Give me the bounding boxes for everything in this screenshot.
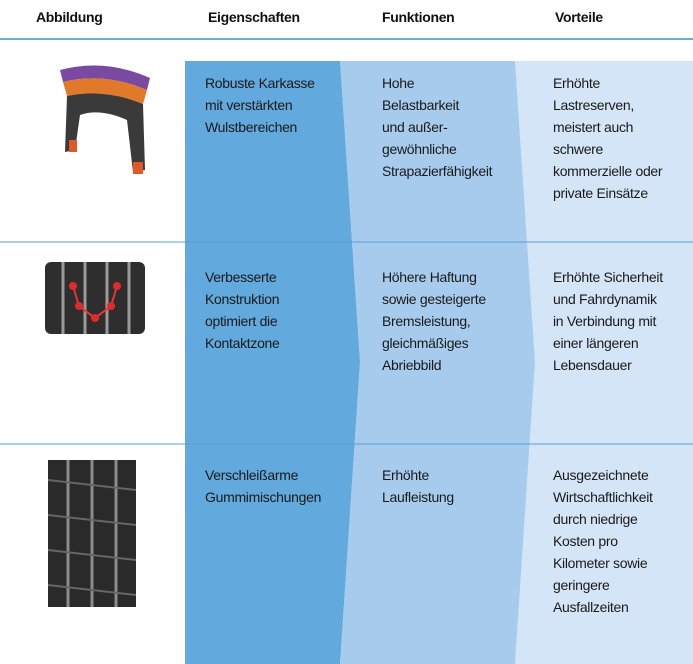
cell-line: Kontaktzone [205, 335, 280, 351]
table-cell: Hohe Belastbarkeit und außer-gewöhnliche St… [382, 72, 493, 182]
cell-line: gewöhnliche [382, 141, 457, 157]
cell-line: Erhöhte [553, 75, 600, 91]
cell-line: und außer- [382, 119, 448, 135]
cell-line: private Einsätze [553, 185, 648, 201]
cell-line: einer längeren [553, 335, 639, 351]
table-cell: Robuste Karkasse mit verstärkten Wulstbere… [205, 72, 315, 138]
cell-line: Strapazierfähigkeit [382, 163, 493, 179]
cell-line: Höhere Haftung [382, 269, 477, 285]
cell-line: Gummimischungen [205, 489, 322, 505]
cell-line: Lebensdauer [553, 357, 632, 373]
cell-line: Wirtschaftlichkeit [553, 489, 653, 505]
table-cell: Erhöhte Lastreserven, meistert auch schwere… [553, 72, 663, 204]
cell-line: gleichmäßiges [382, 335, 469, 351]
cell-line: Erhöhte Sicherheit [553, 269, 663, 285]
cell-line: und Fahrdynamik [553, 291, 657, 307]
cell-line: Laufleistung [382, 489, 454, 505]
cell-line: Bremsleistung, [382, 313, 471, 329]
table-cell: Ausgezeichnete Wirtschaftlichkeit durch ni… [553, 464, 653, 618]
table-cell: Erhöhte Sicherheit und Fahrdynamik in Verb… [553, 266, 663, 376]
cell-line: schwere [553, 141, 604, 157]
cell-line: in Verbindung mit [553, 313, 657, 329]
cell-line: meistert auch [553, 119, 634, 135]
cell-line: Abriebbild [382, 357, 442, 373]
header-cell: Funktionen [382, 9, 455, 25]
cell-line: Erhöhte [382, 467, 429, 483]
cell-line: kommerzielle oder [553, 163, 663, 179]
cell-line: Wulstbereichen [205, 119, 298, 135]
cell-line: Kosten pro [553, 533, 618, 549]
header-cell: Abbildung [36, 9, 103, 25]
cell-line: Ausgezeichnete [553, 467, 649, 483]
cell-line: mit verstärkten [205, 97, 293, 113]
cell-line: Kilometer sowie [553, 555, 648, 571]
table-cell: Verbesserte Konstruktion optimiert die Kont… [205, 266, 280, 354]
cell-line: Belastbarkeit [382, 97, 460, 113]
cell-line: Konstruktion [205, 291, 280, 307]
cell-line: durch niedrige [553, 511, 638, 527]
table-cell: Erhöhte Laufleistung [382, 464, 454, 508]
cell-line: Lastreserven, [553, 97, 634, 113]
cell-line: optimiert die [205, 313, 278, 329]
cell-line: sowie gesteigerte [382, 291, 486, 307]
header-cell: Eigenschaften [208, 9, 300, 25]
cell-line: Hohe [382, 75, 415, 91]
cell-line: Ausfallzeiten [553, 599, 629, 615]
cell-line: Verschleißarme [205, 467, 299, 483]
cell-line: geringere [553, 577, 610, 593]
table-cell: Höhere Haftung sowie gesteigerte Bremsleis… [382, 266, 486, 376]
cell-line: Verbesserte [205, 269, 277, 285]
header-cell: Vorteile [555, 9, 603, 25]
table-cell: Verschleißarme Gummimischungen [205, 464, 321, 508]
cell-line: Robuste Karkasse [205, 75, 315, 91]
